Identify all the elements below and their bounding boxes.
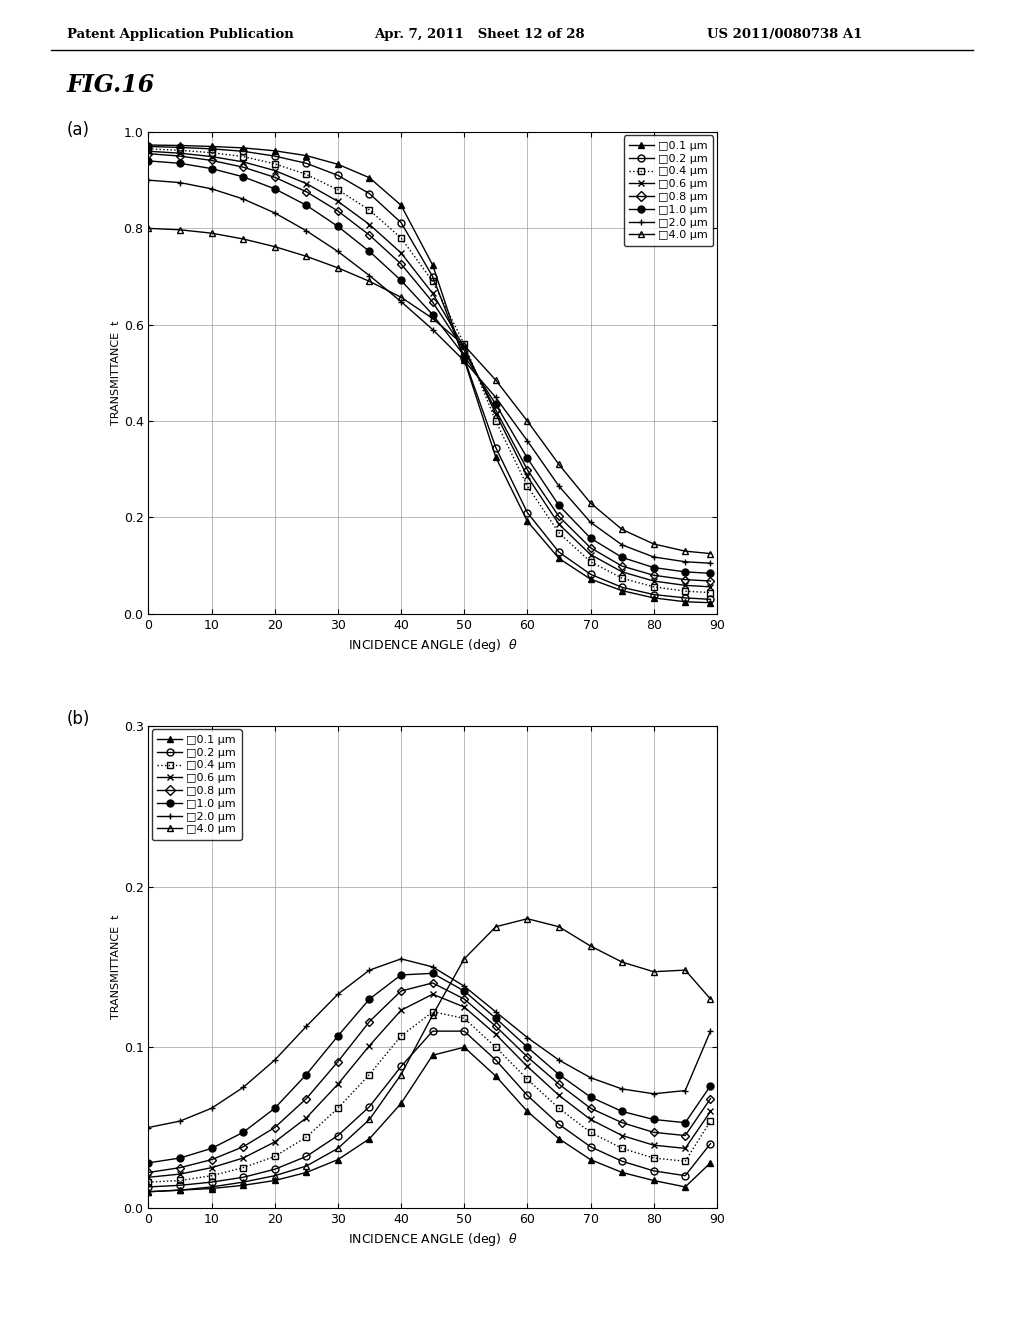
Y-axis label: TRANSMITTANCE  t: TRANSMITTANCE t xyxy=(111,915,121,1019)
Y-axis label: TRANSMITTANCE  t: TRANSMITTANCE t xyxy=(111,321,121,425)
Text: FIG.16: FIG.16 xyxy=(67,73,155,96)
Text: Apr. 7, 2011   Sheet 12 of 28: Apr. 7, 2011 Sheet 12 of 28 xyxy=(374,28,585,41)
X-axis label: INCIDENCE ANGLE (deg)  $\theta$: INCIDENCE ANGLE (deg) $\theta$ xyxy=(347,1232,518,1249)
Text: Patent Application Publication: Patent Application Publication xyxy=(67,28,293,41)
Legend: □0.1 μm, □0.2 μm, □0.4 μm, □0.6 μm, □0.8 μm, □1.0 μm, □2.0 μm, □4.0 μm: □0.1 μm, □0.2 μm, □0.4 μm, □0.6 μm, □0.8… xyxy=(152,730,242,840)
Text: (b): (b) xyxy=(67,710,90,729)
Text: (a): (a) xyxy=(67,121,89,140)
Text: US 2011/0080738 A1: US 2011/0080738 A1 xyxy=(707,28,862,41)
Legend: □0.1 μm, □0.2 μm, □0.4 μm, □0.6 μm, □0.8 μm, □1.0 μm, □2.0 μm, □4.0 μm: □0.1 μm, □0.2 μm, □0.4 μm, □0.6 μm, □0.8… xyxy=(624,136,714,246)
X-axis label: INCIDENCE ANGLE (deg)  $\theta$: INCIDENCE ANGLE (deg) $\theta$ xyxy=(347,638,518,655)
